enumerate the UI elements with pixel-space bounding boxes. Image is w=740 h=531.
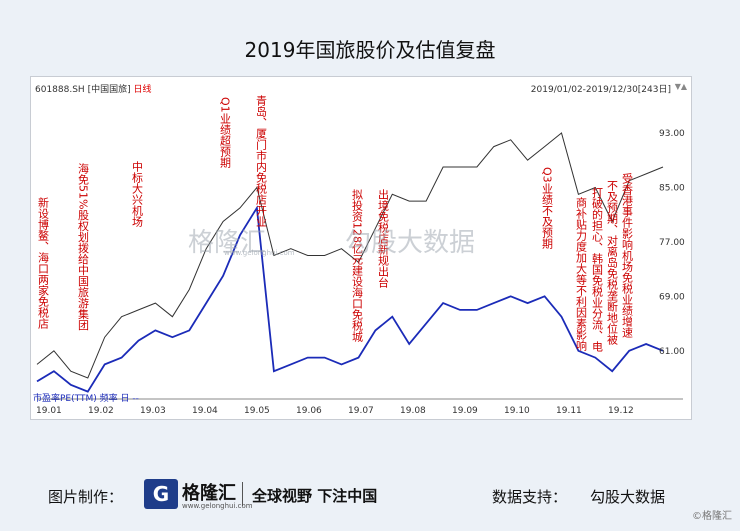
- stock-code: 601888.SH: [35, 85, 85, 95]
- chart-header-left: 601888.SH [中国国旅] 日线: [35, 82, 152, 95]
- annotation-text: 拟投资128亿元建设海口免税城: [351, 188, 364, 342]
- x-tick-label: 19.04: [192, 406, 218, 416]
- annotation-text: 受香港事件影响机场免税业绩增速: [621, 173, 634, 338]
- watermark-tagline: 勾股大数据: [345, 228, 476, 258]
- annotation-text: 中标大兴机场: [131, 161, 144, 228]
- gelonghui-logo-icon: G: [144, 479, 178, 509]
- period-label: 日线: [133, 85, 152, 95]
- x-tick-label: 19.11: [556, 406, 582, 416]
- x-tick-label: 19.08: [400, 406, 426, 416]
- logo-name: 格隆汇: [182, 483, 236, 504]
- watermark-url: www.gelonghui.com: [224, 249, 295, 257]
- annotation-text: Q1业绩超预期: [219, 97, 232, 168]
- x-tick-label: 19.07: [348, 406, 374, 416]
- y-tick-label: 69.00: [659, 292, 685, 302]
- support-label: 数据支持：: [492, 488, 568, 506]
- annotation-text: 新设博鳌、海口两家免税店: [37, 196, 50, 329]
- annotation-text: 商补贴力度加大等不利因素影响: [575, 196, 588, 352]
- scroll-arrows-icon[interactable]: ▼▲: [674, 82, 687, 91]
- copyright-corner: ©格隆汇: [692, 511, 732, 522]
- series-line-1: [36, 205, 664, 393]
- x-tick-label: 19.05: [244, 406, 270, 416]
- x-tick-label: 19.03: [140, 406, 166, 416]
- annotation-text: 出境免税店新规出台: [377, 188, 390, 288]
- watermark-brand: 格隆汇: [188, 228, 267, 258]
- x-tick-label: 19.10: [504, 406, 530, 416]
- x-tick-label: 19.06: [296, 406, 322, 416]
- stock-name: [中国国旅]: [87, 85, 131, 95]
- x-tick-label: 19.09: [452, 406, 478, 416]
- series-line-0: [36, 132, 664, 379]
- y-tick-label: 85.00: [659, 183, 685, 193]
- annotation-text: Q3业绩不及预期: [541, 167, 554, 249]
- price-pe-chart: 93.00 85.00 77.00 69.00 61.00 19.01 19.02 19.03…: [36, 95, 685, 416]
- footer-divider: [242, 482, 243, 506]
- annotation-text: 不及预期、对离岛免税垄断地位被: [606, 180, 619, 346]
- chart-panel: 601888.SH [中国国旅] 日线 2019/01/02-2019/12/3…: [30, 76, 692, 420]
- date-range: 2019/01/02-2019/12/30[243日]: [530, 85, 671, 95]
- x-tick-label: 19.12: [608, 406, 634, 416]
- made-by-label: 图片制作：: [48, 488, 124, 506]
- annotation-text: 打破的担心、韩国免税业分流、电: [591, 186, 604, 352]
- annotation-text: 青岛、厦门市内免税店开业: [255, 95, 268, 227]
- support-value: 勾股大数据: [590, 488, 666, 506]
- x-tick-label: 19.02: [88, 406, 114, 416]
- x-tick-label: 19.01: [36, 406, 62, 416]
- y-tick-label: 93.00: [659, 129, 685, 139]
- logo-url: www.gelonghui.com: [182, 502, 253, 510]
- annotation-text: 海免51%股权划拨给中国旅游集团: [77, 162, 90, 331]
- slogan: 全球视野 下注中国: [252, 487, 378, 505]
- y-tick-label: 61.00: [659, 347, 685, 357]
- page-title: 2019年国旅股价及估值复盘: [244, 38, 496, 62]
- indicator-label: 市盈率PE(TTM) 频率 日 --: [33, 394, 139, 404]
- footer: 图片制作： G 格隆汇 www.gelonghui.com 全球视野 下注中国 …: [0, 476, 740, 516]
- y-tick-label: 77.00: [659, 238, 685, 248]
